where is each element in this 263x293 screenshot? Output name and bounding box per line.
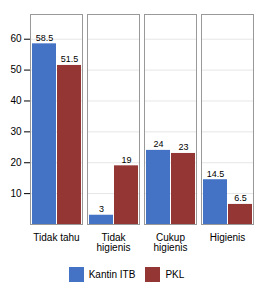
svg-text:50: 50 — [10, 64, 22, 75]
html-text:PKL: PKL — [165, 269, 185, 280]
svg-text:23: 23 — [178, 142, 188, 152]
svg-text:Cukuphigienis: Cukuphigienis — [154, 232, 188, 253]
svg-text:6.5: 6.5 — [234, 193, 247, 203]
svg-text:14.5: 14.5 — [207, 169, 225, 179]
svg-text:Tidakhigienis: Tidakhigienis — [97, 232, 131, 253]
html-text:Kantin ITB: Kantin ITB — [88, 269, 136, 280]
svg-text:40: 40 — [10, 95, 22, 106]
svg-text:3: 3 — [99, 204, 104, 214]
svg-text:Tidak tahu: Tidak tahu — [33, 232, 79, 243]
svg-text:24: 24 — [153, 139, 163, 149]
svg-text:19: 19 — [121, 155, 131, 165]
svg-text:Higienis: Higienis — [210, 232, 246, 243]
svg-text:20: 20 — [10, 157, 22, 168]
svg-text:60: 60 — [10, 33, 22, 44]
svg-text:10: 10 — [10, 188, 22, 199]
svg-text:58.5: 58.5 — [36, 33, 54, 43]
svg-text:51.5: 51.5 — [61, 54, 79, 64]
svg-text:30: 30 — [10, 126, 22, 137]
